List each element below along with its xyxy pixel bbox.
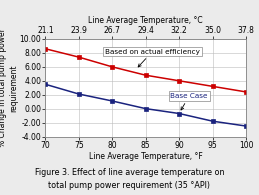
Text: Base Case: Base Case <box>170 93 208 110</box>
X-axis label: Line Average Temperature, °F: Line Average Temperature, °F <box>89 152 203 161</box>
X-axis label: Line Average Temperature, °C: Line Average Temperature, °C <box>88 16 203 25</box>
Text: Figure 3. Effect of line average temperature on: Figure 3. Effect of line average tempera… <box>35 168 224 177</box>
Y-axis label: % Change in total pump power
requirement: % Change in total pump power requirement <box>0 28 18 147</box>
Text: Based on actual efficiency: Based on actual efficiency <box>105 49 200 67</box>
Text: total pump power requirement (35 °API): total pump power requirement (35 °API) <box>48 181 211 190</box>
